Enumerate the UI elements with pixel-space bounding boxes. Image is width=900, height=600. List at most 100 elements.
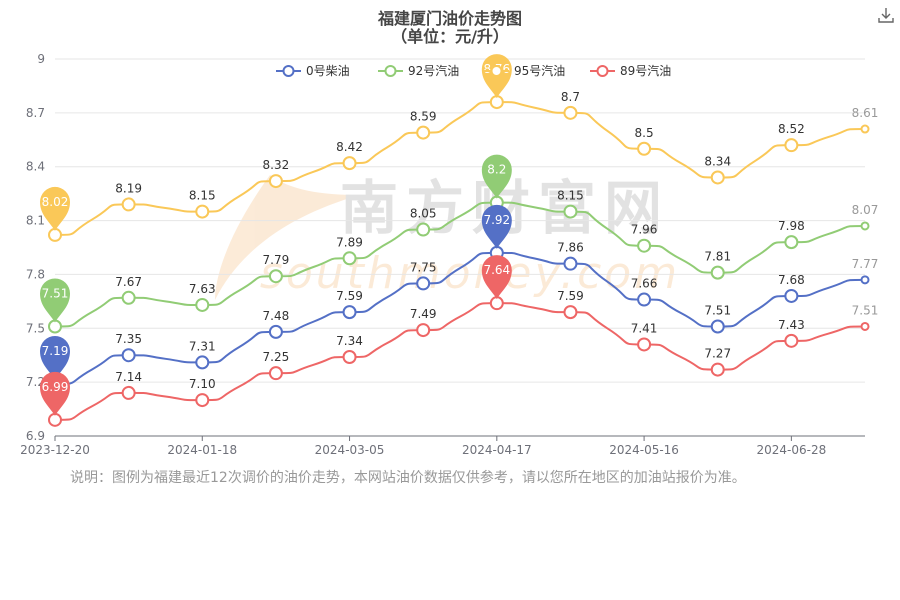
- data-point: [416, 276, 431, 291]
- pin-marker: 7.64: [481, 255, 512, 300]
- legend-marker: [384, 65, 397, 77]
- data-point: [563, 105, 578, 120]
- data-point: [416, 125, 431, 140]
- data-point: [710, 265, 725, 280]
- data-point: [121, 197, 136, 212]
- data-label: 7.63: [189, 282, 216, 296]
- data-point: [121, 385, 136, 400]
- pin-shape: [481, 255, 512, 300]
- data-label: 7.31: [189, 339, 216, 353]
- data-label: 7.79: [263, 253, 290, 267]
- legend: 0号柴油 92号汽油 95号汽油 89号汽油: [276, 63, 671, 78]
- data-label: 7.14: [115, 370, 142, 384]
- data-point: [195, 204, 210, 219]
- y-tick-label: 7.8: [26, 267, 45, 281]
- data-point: [860, 275, 870, 285]
- data-label: 8.52: [778, 122, 805, 136]
- pin-label: 6.99: [42, 380, 69, 394]
- data-point: [563, 204, 578, 219]
- x-tick-label: 2024-03-05: [315, 443, 385, 457]
- data-label: 8.32: [263, 158, 290, 172]
- legend-marker: [490, 65, 503, 77]
- data-label: 7.43: [778, 318, 805, 332]
- data-point: [195, 393, 210, 408]
- series-1: [48, 195, 870, 334]
- grid-lines: [55, 58, 865, 383]
- legend-label: 0号柴油: [306, 64, 350, 78]
- data-point: [860, 221, 870, 231]
- data-label: 7.25: [263, 350, 290, 364]
- data-label: 7.10: [189, 377, 216, 391]
- data-point: [268, 269, 283, 284]
- data-point: [637, 238, 652, 253]
- data-label: 8.15: [189, 189, 216, 203]
- data-point: [268, 174, 283, 189]
- pin-shape: [40, 186, 70, 231]
- chart-subtitle: （单位：元/升）: [391, 27, 509, 46]
- data-point: [195, 297, 210, 312]
- data-label: 7.86: [557, 241, 584, 255]
- x-tick-label: 2024-05-16: [609, 443, 679, 457]
- data-label: 8.61: [852, 106, 879, 120]
- legend-item-3[interactable]: 89号汽油: [590, 63, 671, 78]
- chart-title: 福建厦门油价走势图: [377, 9, 522, 28]
- data-label: 8.15: [557, 189, 584, 203]
- data-point: [416, 222, 431, 237]
- pin-marker: 6.99: [40, 371, 70, 416]
- pin-shape: [40, 278, 70, 323]
- pin-label: 8.2: [487, 163, 506, 177]
- data-point: [637, 292, 652, 307]
- watermark-en-text: southmoney.com: [260, 248, 680, 299]
- series-2: [48, 95, 870, 242]
- pin-label: 7.64: [483, 263, 510, 277]
- legend-marker: [282, 65, 295, 77]
- data-point: [342, 305, 357, 320]
- pin-marker: 8.2: [481, 154, 512, 199]
- series-line: [54, 101, 866, 236]
- data-label: 7.35: [115, 332, 142, 346]
- legend-label: 92号汽油: [408, 63, 459, 78]
- legend-item-2[interactable]: 95号汽油: [484, 63, 565, 78]
- watermark-logo-swoosh: [215, 175, 360, 300]
- watermark: 南方财富网 southmoney.com: [215, 174, 680, 300]
- x-tick-label: 2024-04-17: [462, 443, 532, 457]
- pin-marker: 7.51: [40, 278, 70, 323]
- data-point: [121, 290, 136, 305]
- data-point: [784, 288, 799, 303]
- y-tick-label: 6.9: [26, 429, 45, 443]
- pin-marker: 8.02: [40, 186, 70, 231]
- pin-shape: [481, 204, 512, 249]
- data-point: [710, 362, 725, 377]
- pin-marker: 7.92: [481, 204, 512, 249]
- data-point: [784, 235, 799, 250]
- data-label: 7.98: [778, 219, 805, 233]
- data-label: 7.96: [631, 223, 658, 237]
- data-label: 8.42: [336, 140, 363, 154]
- data-label: 8.07: [852, 203, 879, 217]
- data-point: [563, 256, 578, 271]
- data-label: 8.19: [115, 181, 142, 195]
- legend-marker: [596, 65, 609, 77]
- legend-item-1[interactable]: 92号汽油: [378, 63, 459, 78]
- legend-item-0[interactable]: 0号柴油: [276, 64, 350, 78]
- series-layer: [48, 95, 870, 427]
- data-label: 7.59: [336, 289, 363, 303]
- pin-marker: 7.19: [40, 335, 70, 380]
- data-point: [342, 156, 357, 171]
- data-label: 7.48: [263, 309, 290, 323]
- data-point: [342, 350, 357, 365]
- x-tick-label: 2024-06-28: [756, 443, 826, 457]
- y-tick-label: 8.4: [26, 160, 45, 174]
- download-icon[interactable]: [877, 6, 895, 24]
- data-point: [563, 305, 578, 320]
- data-point: [860, 124, 870, 134]
- data-label: 7.27: [704, 347, 731, 361]
- pin-shape: [40, 335, 70, 380]
- y-tick-label: 8.7: [26, 106, 45, 120]
- x-tick-label: 2024-01-18: [167, 443, 237, 457]
- data-point: [268, 366, 283, 381]
- pin-label: 7.19: [42, 344, 69, 358]
- legend-label: 89号汽油: [620, 63, 671, 78]
- data-point: [416, 323, 431, 338]
